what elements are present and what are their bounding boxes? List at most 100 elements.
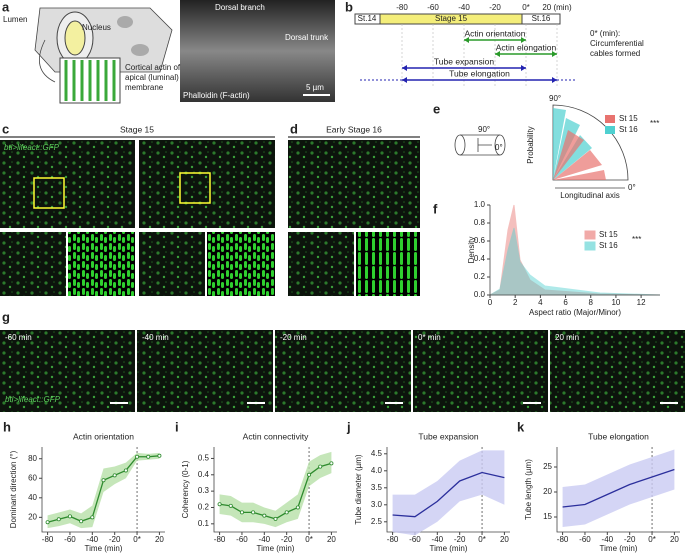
point (67, 514, 72, 519)
x-tick-label: -40 (87, 535, 99, 544)
x-tick-label: 0* (305, 535, 313, 544)
y-tick-label: 4.0 (371, 466, 383, 475)
panel-label: a (2, 0, 10, 14)
x-axis-title: Time (min) (430, 544, 468, 553)
point (251, 510, 256, 515)
axis (556, 447, 680, 533)
x-tick-label: 6 (563, 298, 568, 307)
y-tick-label: 60 (28, 473, 37, 482)
label: membrane (125, 83, 164, 92)
x-tick-label: 20 (670, 535, 679, 544)
label: 90° (549, 94, 561, 103)
density-curves (488, 204, 661, 296)
label: Phalloidin (F-actin) (183, 91, 250, 100)
stage-label: St.14 (358, 14, 377, 23)
x-tick-label: -60 (236, 535, 248, 544)
point (135, 454, 140, 459)
y-tick-label: 3.0 (371, 500, 383, 509)
y-tick-label: 0.3 (198, 486, 210, 495)
point (239, 510, 244, 515)
x-tick-label: -60 (64, 535, 76, 544)
y-tick-label: 80 (28, 454, 37, 463)
label: *** (632, 235, 641, 244)
x-tick-label: -80 (387, 535, 399, 544)
y-axis-title: Coherency (0-1) (181, 460, 190, 518)
panel-label: i (175, 419, 179, 434)
label: 90° (478, 125, 490, 134)
point (146, 454, 151, 459)
stage-label: Stage 15 (435, 14, 468, 23)
label: *** (650, 119, 659, 128)
panel-label: b (345, 0, 353, 14)
point (228, 503, 233, 508)
microscopy-image (180, 0, 335, 102)
x-tick-label: -80 (42, 535, 54, 544)
x-tick-label: -20 (281, 535, 293, 544)
legend-swatch (584, 230, 596, 240)
label: 0° (628, 183, 636, 192)
tick-label: -80 (396, 3, 408, 12)
panel-label: f (433, 201, 438, 216)
line (562, 468, 675, 508)
point (157, 453, 162, 458)
stage-box (521, 13, 561, 25)
point (295, 505, 300, 510)
label: 0° (495, 143, 503, 152)
bar-label: Tube elongation (449, 68, 510, 78)
bar-label: Actin elongation (496, 42, 557, 52)
x-tick-label: 2 (513, 298, 518, 307)
point (56, 517, 61, 522)
y-tick-label: 0.1 (198, 519, 210, 528)
x-tick-label: -60 (579, 535, 591, 544)
error-band (392, 450, 505, 536)
line (392, 471, 505, 518)
point (90, 515, 95, 520)
tick-label: 20 (min) (542, 3, 572, 12)
x-tick-label: -20 (454, 535, 466, 544)
x-tick-label: -20 (109, 535, 121, 544)
x-tick-label: -40 (259, 535, 271, 544)
x-tick-label: 0* (478, 535, 486, 544)
label: Early Stage 16 (326, 124, 382, 134)
axis (213, 447, 337, 533)
y-tick-label: 0.4 (474, 254, 486, 263)
x-tick-label: -80 (214, 535, 226, 544)
label: Probability (526, 126, 535, 163)
point (79, 519, 84, 524)
chart-title: Tube expansion (418, 431, 478, 441)
x-tick-label: 0* (648, 535, 656, 544)
y-axis-title: Dominant direction (°) (9, 450, 18, 528)
time-label: 0* min (418, 333, 441, 342)
axis (386, 447, 510, 533)
x-axis-title: Time (min) (600, 544, 638, 553)
images (0, 136, 685, 412)
time-label: -60 min (5, 333, 32, 342)
panel-label: d (290, 121, 298, 136)
y-tick-label: 0.5 (198, 454, 210, 463)
x-tick-label: 20 (155, 535, 164, 544)
point (123, 468, 128, 473)
x-tick-label: 0* (133, 535, 141, 544)
y-axis-title: Tube diameter (µm) (354, 454, 363, 524)
panel-label: h (3, 419, 11, 434)
x-tick-label: 4 (538, 298, 543, 307)
legend-swatch (605, 126, 615, 134)
point (45, 520, 50, 525)
stage-label: St.16 (532, 14, 551, 23)
legend-label: St 16 (599, 241, 618, 250)
point (273, 516, 278, 521)
panel-label: j (346, 419, 351, 434)
chart-title: Actin connectivity (243, 431, 309, 441)
point (217, 502, 222, 507)
label: Cortical actin of (125, 63, 181, 72)
y-tick-label: 2.5 (371, 517, 383, 526)
x-tick-label: 20 (327, 535, 336, 544)
y-tick-label: 0.0 (474, 290, 486, 299)
x-tick-label: -60 (409, 535, 421, 544)
y-tick-label: 20 (543, 487, 552, 496)
x-tick-label: -40 (432, 535, 444, 544)
y-tick-label: 40 (28, 493, 37, 502)
x-tick-label: 12 (637, 298, 646, 307)
time-label: -40 min (142, 333, 169, 342)
label: Aspect ratio (Major/Minor) (529, 308, 621, 317)
